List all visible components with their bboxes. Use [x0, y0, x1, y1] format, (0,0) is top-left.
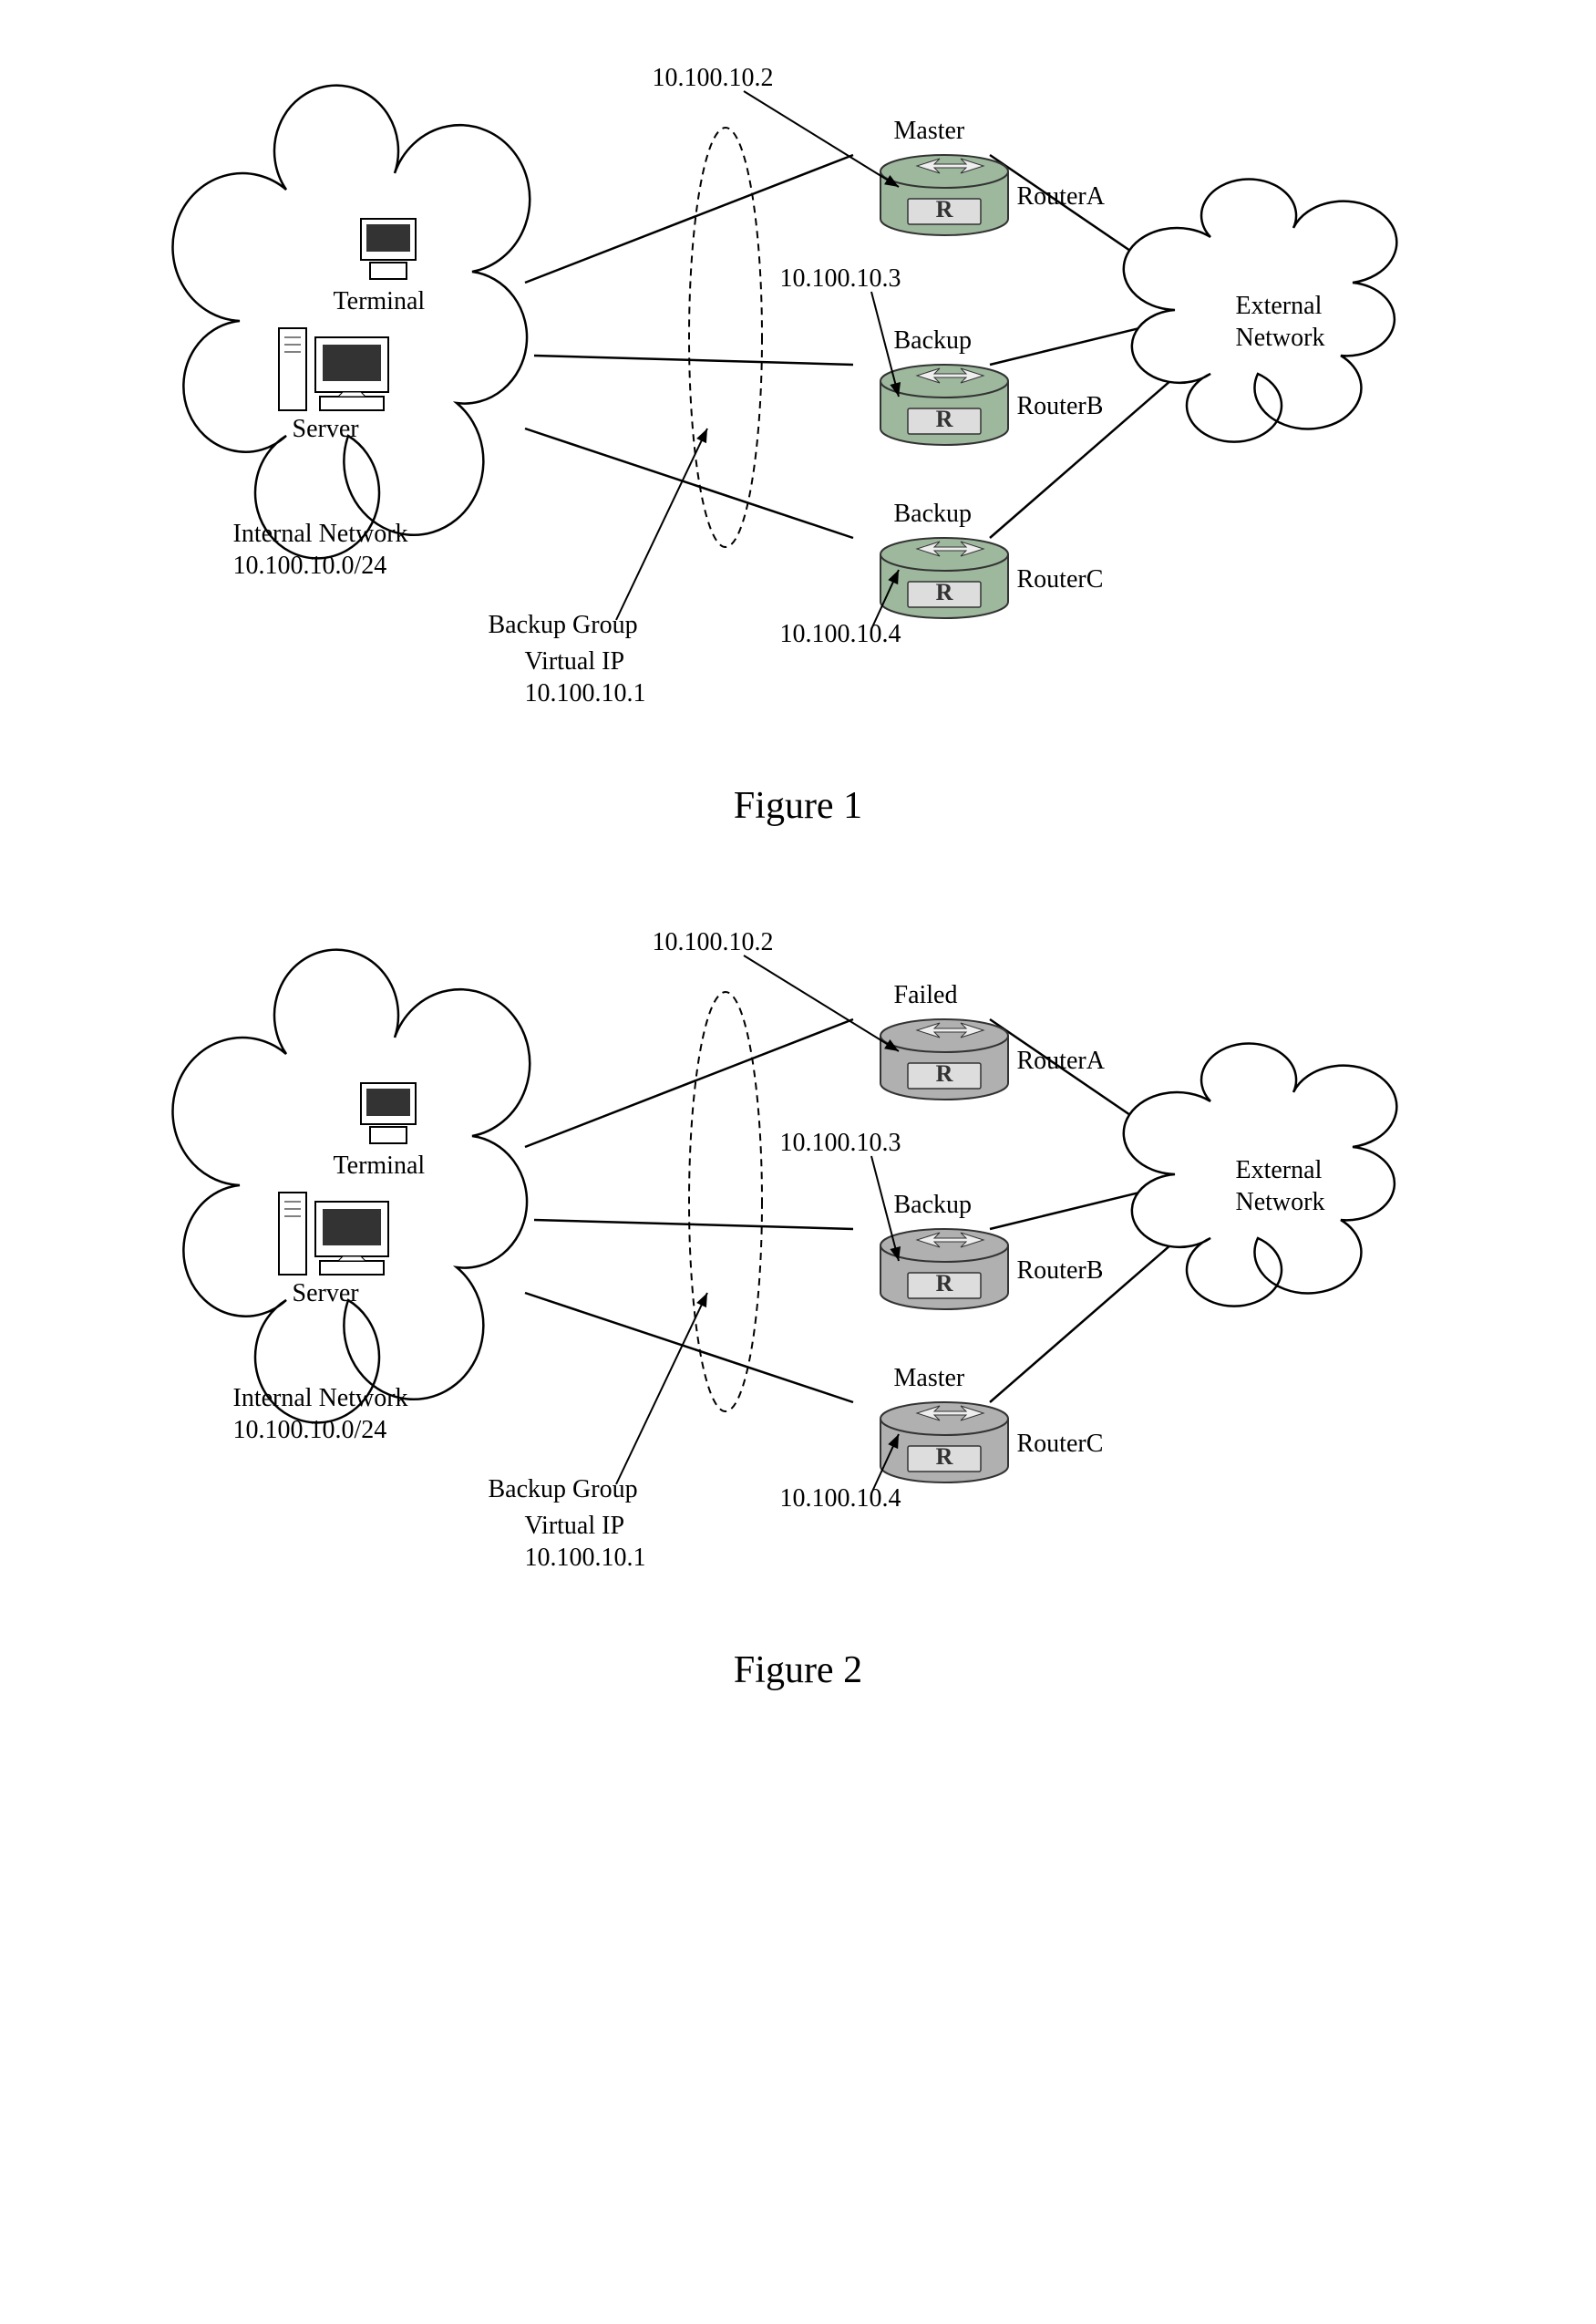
router-ip: 10.100.10.3	[780, 1129, 901, 1158]
router-status: Master	[894, 1364, 965, 1393]
figure-2: R R R Terminal Server Internal Network	[160, 901, 1436, 1692]
virtual-ip-value: 10.100.10.1	[525, 1544, 646, 1573]
router-icon: R	[880, 155, 1008, 235]
router-status: Failed	[894, 981, 958, 1010]
server-icon	[279, 328, 388, 410]
router-name: RouterB	[1017, 1256, 1104, 1286]
backup-group-ellipse	[689, 128, 762, 547]
router-name: RouterA	[1017, 1047, 1105, 1076]
svg-text:R: R	[935, 1270, 952, 1296]
figure-caption: Figure 2	[160, 1648, 1436, 1692]
figure-1: R R R Terminal Server Internal Network	[160, 36, 1436, 828]
internal-network-name: Internal Network	[233, 520, 408, 549]
router-status: Backup	[894, 500, 973, 529]
connection-line	[990, 1220, 1200, 1402]
router-status: Backup	[894, 326, 973, 356]
terminal-label: Terminal	[334, 1152, 426, 1181]
backup-group-label: Backup Group	[489, 1475, 638, 1504]
connection-line	[990, 356, 1200, 538]
virtual-ip-label: Virtual IP	[525, 647, 625, 677]
internal-network-cloud	[172, 950, 530, 1423]
connection-line	[534, 356, 853, 365]
router-icon: R	[880, 1229, 1008, 1309]
internal-network-subnet: 10.100.10.0/24	[233, 552, 387, 581]
router-ip: 10.100.10.2	[653, 64, 774, 93]
internal-network-cloud	[172, 86, 530, 559]
connection-line	[525, 1293, 853, 1402]
server-label: Server	[293, 1279, 359, 1308]
backup-group-ellipse	[689, 992, 762, 1411]
terminal-label: Terminal	[334, 287, 426, 316]
router-ip: 10.100.10.2	[653, 928, 774, 957]
router-status: Master	[894, 117, 965, 146]
router-icon: R	[880, 1402, 1008, 1482]
server-icon	[279, 1193, 388, 1275]
terminal-icon	[361, 219, 416, 279]
router-ip: 10.100.10.4	[780, 1484, 901, 1513]
external-network-line1: External	[1236, 1156, 1323, 1185]
svg-text:R: R	[935, 579, 952, 605]
external-network-line2: Network	[1236, 1188, 1325, 1217]
figure-caption: Figure 1	[160, 784, 1436, 828]
virtual-ip-value: 10.100.10.1	[525, 679, 646, 708]
router-ip: 10.100.10.4	[780, 620, 901, 649]
router-name: RouterC	[1017, 565, 1104, 594]
virtual-ip-label: Virtual IP	[525, 1512, 625, 1541]
router-name: RouterC	[1017, 1430, 1104, 1459]
terminal-icon	[361, 1083, 416, 1143]
router-icon: R	[880, 538, 1008, 618]
internal-network-name: Internal Network	[233, 1384, 408, 1413]
connection-line	[525, 429, 853, 538]
router-name: RouterA	[1017, 182, 1105, 212]
router-ip: 10.100.10.3	[780, 264, 901, 294]
external-network-line2: Network	[1236, 324, 1325, 353]
svg-text:R: R	[935, 1060, 952, 1087]
svg-text:R: R	[935, 406, 952, 432]
router-icon: R	[880, 1019, 1008, 1100]
connection-line	[525, 1019, 853, 1147]
backup-group-label: Backup Group	[489, 611, 638, 640]
router-name: RouterB	[1017, 392, 1104, 421]
external-network-line1: External	[1236, 292, 1323, 321]
svg-text:R: R	[935, 196, 952, 222]
svg-text:R: R	[935, 1443, 952, 1470]
internal-network-subnet: 10.100.10.0/24	[233, 1416, 387, 1445]
router-icon: R	[880, 365, 1008, 445]
connection-line	[525, 155, 853, 283]
connection-line	[534, 1220, 853, 1229]
server-label: Server	[293, 415, 359, 444]
router-status: Backup	[894, 1191, 973, 1220]
